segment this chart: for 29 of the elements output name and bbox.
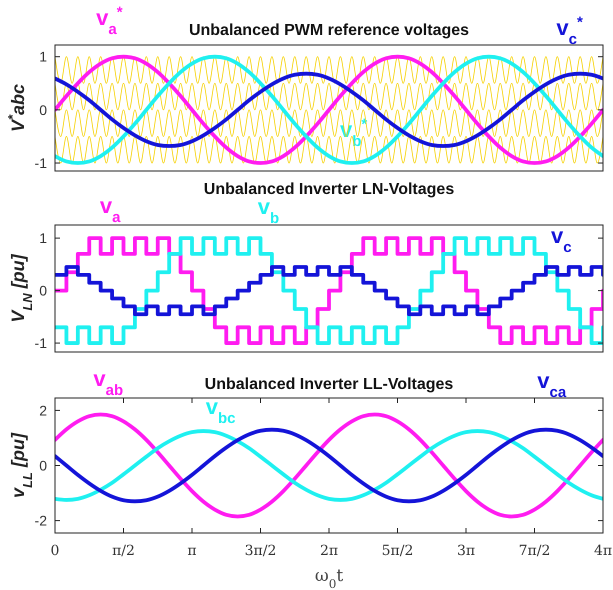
- series-label: v$_{a}$: [100, 193, 122, 226]
- y-tick-label: -2: [34, 512, 48, 529]
- x-tick-label: π/2: [112, 543, 135, 559]
- x-tick-label: 0: [50, 543, 60, 559]
- y-tick-label: 2: [39, 402, 48, 418]
- x-tick-label: 7π/2: [518, 543, 550, 559]
- chart-title: Unbalanced Inverter LL-Voltages: [204, 376, 454, 393]
- y-tick-label: 1: [39, 48, 48, 65]
- y-tick-label: -1: [34, 335, 48, 352]
- y-tick-label: 1: [39, 230, 48, 246]
- y-tick-label: 0: [39, 458, 48, 474]
- y-tick-label: 0: [39, 282, 48, 299]
- series-label: v$_{c}$: [550, 223, 572, 256]
- x-tick-label: 3π: [456, 543, 476, 559]
- series-label: v$_{ab}$: [93, 366, 124, 398]
- x-tick-label: 3π/2: [244, 543, 276, 559]
- x-tick-label: 2π: [320, 543, 338, 559]
- y-tick-label: 0: [39, 102, 48, 118]
- y-tick-label: -1: [34, 155, 48, 172]
- x-tick-label: π: [187, 543, 197, 559]
- chart-title: Unbalanced PWM reference voltages: [188, 22, 470, 39]
- line-series: [55, 54, 603, 165]
- x-tick-label: 4π: [594, 543, 612, 559]
- x-tick-label: 5π/2: [382, 543, 414, 559]
- series-label: v$_{bc}$: [206, 394, 236, 426]
- line-series: [55, 412, 603, 518]
- line-series: [55, 72, 603, 148]
- x-axis-title: ω$_{0}$t: [314, 566, 344, 590]
- series-label: v$_{ca}$: [537, 368, 567, 400]
